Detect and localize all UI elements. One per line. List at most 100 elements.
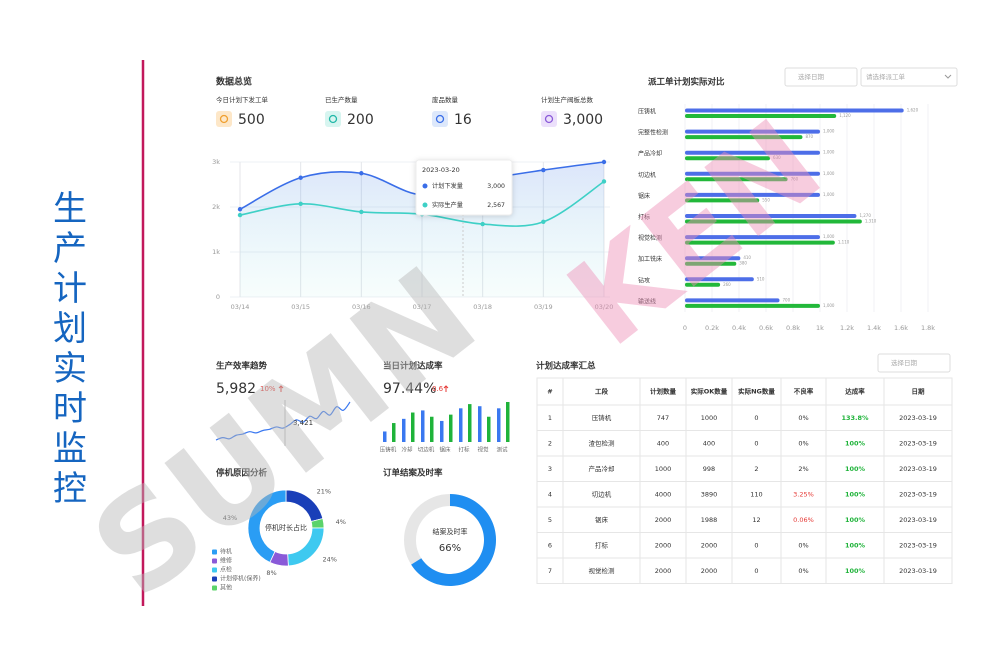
point [237,212,243,218]
date-picker[interactable] [877,353,951,373]
table-header: 实际OK数量 [691,387,728,396]
table-cell: 0 [754,541,758,549]
table-cell: 747 [657,414,669,422]
y-tick-label: 加工铣床 [638,255,662,263]
table-cell: 视觉检测 [589,566,616,575]
x-tick-label: 0.6k [759,324,773,332]
table-cell: 打标 [595,540,609,549]
bar [685,256,741,261]
select-caret [944,74,952,79]
data-label: 410 [743,255,751,260]
y-tick-label: 打标 [638,213,650,221]
table-cell: 2% [798,465,808,473]
x-tick-label: 1.8k [921,324,935,332]
table-cell: 3 [548,465,552,473]
tooltip-name: 实际生产量 [432,201,463,209]
x-tick-label: 1.2k [840,324,854,332]
legend-swatch [212,558,217,564]
kpi-value: 3,000 [563,112,603,128]
table-cell: 渣包检测 [589,438,616,447]
x-tick-label: 锯床 [439,446,451,454]
table-cell: 5 [548,516,552,524]
bar [449,414,453,442]
data-label: 550 [762,197,770,202]
bar [685,129,820,134]
x-tick-label: 03/17 [413,303,432,311]
data-label: 1,310 [865,219,877,224]
x-tick-label: 0.2k [705,324,719,332]
table-header: 计划数量 [650,387,677,396]
y-tick-label: 钻攻 [638,276,650,284]
x-tick-label: 打标 [458,446,470,454]
x-tick-label: 03/18 [473,303,492,311]
date-placeholder[interactable]: 选择日期 [798,72,825,81]
data-label: 1,000 [823,234,835,239]
table-cell: 100% [845,541,866,549]
up-arrow [443,385,449,392]
x-tick-label: 1k [816,324,824,332]
kpi-icon-glyph [219,114,229,124]
date-placeholder[interactable]: 选择日期 [891,358,918,367]
table-cell: 1000 [701,414,718,422]
x-tick-label: 测试 [496,446,508,454]
data-label: 1,620 [907,108,919,113]
bar [685,177,788,182]
kpi-label: 今日计划下发工单 [216,95,269,104]
tooltip-value: 2,567 [487,202,505,209]
bar [685,235,820,240]
bar [430,416,434,442]
table-cell: 2000 [701,541,718,549]
date-picker[interactable] [784,67,858,87]
table-header: 不良率 [794,387,814,396]
table-cell: 100% [845,490,866,498]
data-label: 1,000 [823,129,835,134]
tooltip-title: 2023-03-20 [422,166,460,174]
table-cell: 1 [548,414,552,422]
table-cell: 2023-03-19 [899,414,937,422]
table-header: 日期 [912,387,926,396]
select-placeholder[interactable]: 请选择派工单 [866,72,906,81]
point [237,207,243,212]
point [298,201,303,207]
x-tick-label: 1.4k [867,324,881,332]
slice-label: 24% [322,555,336,563]
bar [402,418,406,442]
change: 0.6 [432,385,444,393]
section-title: 当日计划达成率 [383,361,443,372]
big-value: 97.44% [383,381,436,397]
kpi-icon-glyph [544,114,554,124]
x-tick-label: 03/14 [231,303,250,311]
bar [440,420,444,442]
x-tick-label: 压铸机 [380,446,397,454]
table-cell: 133.8% [841,414,869,422]
table-cell: 0% [798,414,808,422]
table-cell: 2000 [655,567,672,575]
point [480,221,485,227]
select[interactable] [860,67,958,87]
data-label: 1,000 [823,171,835,176]
table-cell: 100% [845,567,866,575]
section-title: 派工单计划实际对比 [648,77,725,88]
bar [685,282,721,287]
bar [421,410,425,442]
table-cell: 0 [754,567,758,575]
table-cell: 400 [657,439,669,447]
bar [459,408,463,442]
point [541,167,546,173]
x-tick-label: 03/15 [291,303,310,311]
bar [685,303,820,308]
x-tick-label: 1.6k [894,324,908,332]
kpi-value: 16 [454,112,472,128]
table-cell: 1988 [701,516,718,524]
kpi-value: 500 [238,112,265,128]
area [240,162,604,297]
legend-swatch [212,576,217,582]
bar [685,192,820,197]
table-header: 实际NG数量 [738,387,775,396]
table-cell: 100% [845,516,866,524]
bar [685,150,820,155]
table-cell: 2 [548,439,552,447]
legend-swatch [212,585,217,591]
bar [685,198,760,203]
table-cell: 100% [845,439,866,447]
